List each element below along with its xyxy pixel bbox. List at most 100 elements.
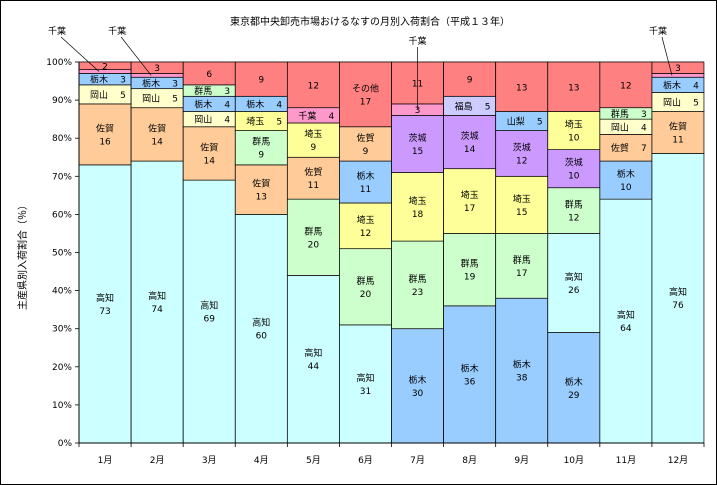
x-tick-label: 8月 (462, 455, 477, 466)
callout-label: 千葉 (108, 25, 126, 37)
bar-segment (391, 172, 444, 242)
segment-value-label: 14 (151, 137, 163, 147)
bar-segment (287, 122, 340, 158)
segment-value-label: 5 (537, 118, 543, 128)
segment-value-label: 3 (120, 76, 126, 86)
segment-name-label: その他 (352, 82, 379, 94)
bar-segment (339, 61, 392, 128)
segment-name-label: 栃木 (142, 77, 160, 89)
y-tick-label: 40% (52, 287, 72, 297)
bar-segment (495, 233, 549, 299)
segment-name-label: 岡山 (194, 115, 212, 126)
y-tick-label: 90% (52, 96, 72, 106)
segment-value-label: 3 (154, 64, 160, 74)
segment-value-label: 3 (675, 64, 681, 74)
bar-segment (339, 248, 392, 326)
segment-name-label: 埼玉 (304, 128, 322, 140)
bar-segment (651, 153, 705, 444)
bar-segment (651, 61, 705, 74)
chart-title: 東京都中央卸売市場おけるなすの月別入荷割合（平成１３年） (230, 15, 510, 28)
bar-segment (182, 126, 236, 181)
bar-segment (182, 179, 236, 444)
segment-name-label: 群馬 (461, 258, 479, 270)
segment-name-label: 栃木 (461, 362, 479, 374)
segment-name-label: 佐賀 (200, 141, 218, 153)
segment-name-label: 岡山 (611, 122, 629, 133)
segment-name-label: 山梨 (507, 116, 525, 128)
segment-name-label: 佐賀 (96, 122, 114, 134)
y-tick-label: 60% (52, 210, 72, 220)
x-tick-label: 3月 (202, 455, 217, 466)
bar-segment (287, 61, 340, 109)
segment-name-label: 栃木 (356, 170, 374, 182)
segment-name-label: 高知 (565, 271, 583, 283)
segment-value-label: 6 (206, 70, 212, 80)
segment-value-label: 7 (641, 144, 647, 154)
segment-value-label: 9 (363, 147, 369, 157)
segment-value-label: 12 (360, 229, 371, 239)
segment-name-label: 岡山 (142, 94, 160, 105)
segment-name-label: 佐賀 (304, 166, 322, 178)
callout-label: 千葉 (409, 35, 427, 47)
callout-label: 千葉 (48, 25, 66, 37)
segment-name-label: 栃木 (194, 98, 212, 110)
segment-name-label: 茨城 (565, 157, 583, 169)
segment-name-label: 栃木 (513, 359, 531, 371)
bar-segment (547, 149, 601, 189)
segment-name-label: 岡山 (90, 90, 108, 101)
segment-name-label: 高知 (669, 286, 687, 298)
segment-value-label: 12 (568, 214, 579, 224)
segment-value-label: 5 (693, 99, 699, 109)
segment-value-label: 26 (568, 286, 580, 296)
x-tick-label: 6月 (358, 455, 373, 466)
segment-value-label: 11 (308, 181, 319, 191)
segment-value-label: 29 (568, 391, 580, 401)
segment-name-label: 千葉 (298, 110, 316, 122)
segment-name-label: 群馬 (356, 275, 374, 287)
segment-value-label: 17 (464, 204, 475, 214)
x-tick-label: 2月 (150, 455, 165, 466)
segment-name-label: 栃木 (409, 374, 427, 386)
segment-name-label: 埼玉 (356, 214, 374, 226)
segment-value-label: 5 (120, 91, 126, 101)
segment-value-label: 12 (620, 81, 631, 91)
bar-segment (443, 168, 496, 234)
callout-label: 千葉 (649, 25, 667, 37)
y-tick-label: 10% (52, 401, 72, 411)
segment-name-label: 群馬 (194, 85, 212, 97)
bar-segment (78, 164, 132, 444)
segment-name-label: 高知 (96, 292, 114, 304)
segment-value-label: 5 (276, 118, 282, 128)
bar-segment (234, 130, 288, 166)
segment-name-label: 高知 (356, 372, 374, 384)
segment-name-label: 福島 (455, 100, 473, 112)
segment-value-label: 44 (308, 362, 320, 372)
segment-name-label: 佐賀 (611, 142, 629, 154)
y-tick-label: 30% (52, 325, 72, 335)
segment-name-label: 群馬 (565, 199, 583, 211)
bar-segment (495, 130, 549, 177)
bar-segment (339, 126, 392, 162)
segment-value-label: 60 (256, 332, 268, 342)
segment-name-label: 高知 (148, 290, 166, 302)
y-tick-label: 20% (52, 363, 72, 373)
x-tick-label: 4月 (254, 455, 269, 466)
segment-value-label: 13 (256, 193, 267, 203)
segment-name-label: 佐賀 (148, 122, 166, 134)
y-tick-label: 80% (52, 134, 72, 144)
segment-value-label: 13 (568, 83, 579, 93)
bar-segment (495, 175, 549, 234)
bar-segment (234, 61, 288, 97)
bar-segment (130, 160, 184, 444)
segment-value-label: 4 (641, 123, 647, 133)
segment-value-label: 74 (151, 305, 163, 315)
segment-value-label: 16 (99, 137, 111, 147)
bar-segment (547, 61, 601, 112)
x-tick-label: 7月 (410, 455, 425, 466)
bar-segment (547, 111, 601, 150)
x-tick-label: 10月 (564, 455, 584, 466)
bar-segment (599, 160, 653, 200)
segment-value-label: 4 (693, 81, 699, 91)
segment-name-label: 茨城 (513, 141, 531, 153)
